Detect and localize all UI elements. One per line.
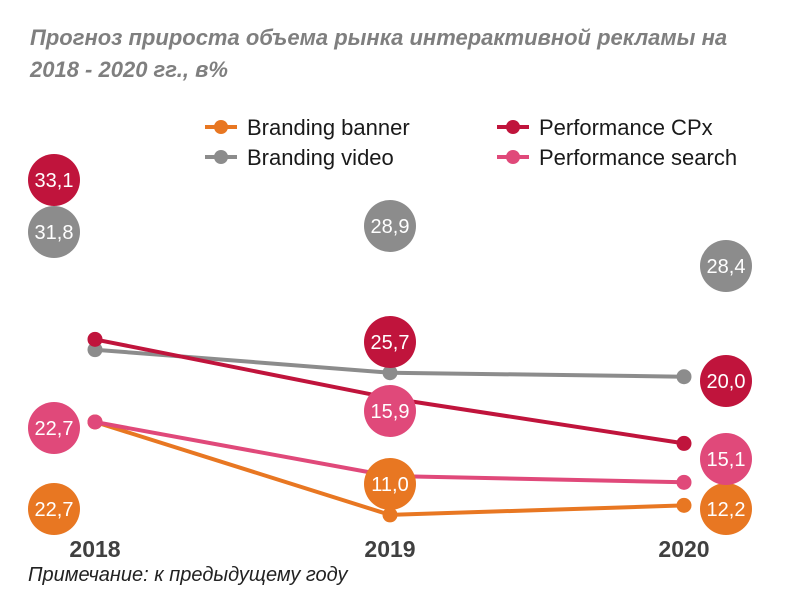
point-performance-cpx-2018 — [87, 331, 103, 347]
legend-marker-branding-banner — [214, 120, 228, 134]
data-bubble-branding-video-2019 — [364, 200, 416, 252]
data-label-branding-banner-2020: 12,2 — [707, 499, 746, 521]
data-bubble-performance-search-2020 — [700, 433, 752, 485]
data-bubble-branding-video-2018 — [28, 206, 80, 258]
point-branding-video-2020 — [676, 369, 692, 385]
data-label-branding-video-2019: 28,9 — [371, 216, 410, 238]
data-label-performance-cpx-2018: 33,1 — [35, 170, 74, 192]
chart-title: Прогноз прироста объема рынка интерактив… — [30, 25, 728, 82]
chart-note: Примечание: к предыдущему году — [28, 564, 348, 586]
x-tick-label-2020: 2020 — [658, 536, 709, 562]
point-performance-search-2020 — [676, 474, 692, 490]
data-bubble-performance-cpx-2019 — [364, 316, 416, 368]
legend-marker-performance-search — [506, 150, 520, 164]
data-bubble-performance-search-2018 — [28, 402, 80, 454]
data-bubble-branding-banner-2018 — [28, 483, 80, 535]
data-bubble-performance-cpx-2018 — [28, 154, 80, 206]
data-label-performance-search-2019: 15,9 — [371, 401, 410, 423]
legend-label-performance-cpx: Performance CPx — [539, 115, 713, 140]
point-branding-banner-2019 — [382, 507, 398, 523]
data-bubble-branding-banner-2019 — [364, 458, 416, 510]
point-branding-video-2019 — [382, 365, 398, 381]
legend-label-performance-search: Performance search — [539, 145, 737, 170]
legend-marker-performance-cpx — [506, 120, 520, 134]
data-label-branding-video-2020: 28,4 — [707, 256, 746, 278]
data-label-branding-banner-2018: 22,7 — [35, 499, 74, 521]
point-performance-cpx-2020 — [676, 435, 692, 451]
data-label-performance-search-2020: 15,1 — [707, 449, 746, 471]
point-branding-video-2018 — [87, 342, 103, 358]
legend-label-branding-banner: Branding banner — [247, 115, 410, 140]
data-label-branding-banner-2019: 11,0 — [371, 474, 408, 496]
data-label-branding-video-2018: 31,8 — [35, 222, 74, 244]
data-bubble-performance-cpx-2020 — [700, 355, 752, 407]
point-performance-search-2018 — [87, 414, 103, 430]
point-branding-banner-2020 — [676, 497, 692, 513]
data-label-performance-cpx-2019: 25,7 — [371, 332, 410, 354]
data-label-performance-search-2018: 22,7 — [35, 418, 74, 440]
x-tick-label-2019: 2019 — [364, 536, 415, 562]
data-label-performance-cpx-2020: 20,0 — [707, 371, 746, 393]
legend-marker-branding-video — [214, 150, 228, 164]
data-bubble-branding-video-2020 — [700, 240, 752, 292]
data-bubble-branding-banner-2020 — [700, 483, 752, 535]
data-bubble-performance-search-2019 — [364, 385, 416, 437]
legend-label-branding-video: Branding video — [247, 145, 394, 170]
x-tick-label-2018: 2018 — [69, 536, 120, 562]
